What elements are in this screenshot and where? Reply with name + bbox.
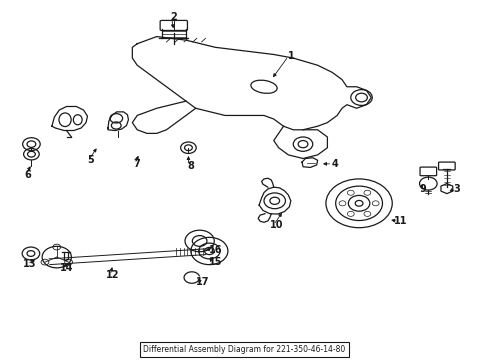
Text: 4: 4: [331, 159, 337, 169]
Text: 15: 15: [208, 257, 222, 267]
Text: 14: 14: [60, 263, 73, 273]
Text: 7: 7: [134, 159, 141, 169]
Text: Differential Assembly Diagram for 221-350-46-14-80: Differential Assembly Diagram for 221-35…: [143, 345, 345, 354]
Text: 8: 8: [187, 161, 194, 171]
Text: 5: 5: [87, 155, 94, 165]
Text: 10: 10: [269, 220, 283, 230]
Text: 11: 11: [393, 216, 407, 226]
Text: 1: 1: [287, 51, 294, 61]
Text: 12: 12: [106, 270, 120, 280]
Text: 9: 9: [418, 184, 425, 194]
Text: 16: 16: [208, 245, 222, 255]
Text: 6: 6: [24, 170, 31, 180]
Text: 17: 17: [196, 277, 209, 287]
Text: 13: 13: [23, 259, 37, 269]
Text: 2: 2: [170, 12, 177, 22]
Text: 3: 3: [452, 184, 459, 194]
